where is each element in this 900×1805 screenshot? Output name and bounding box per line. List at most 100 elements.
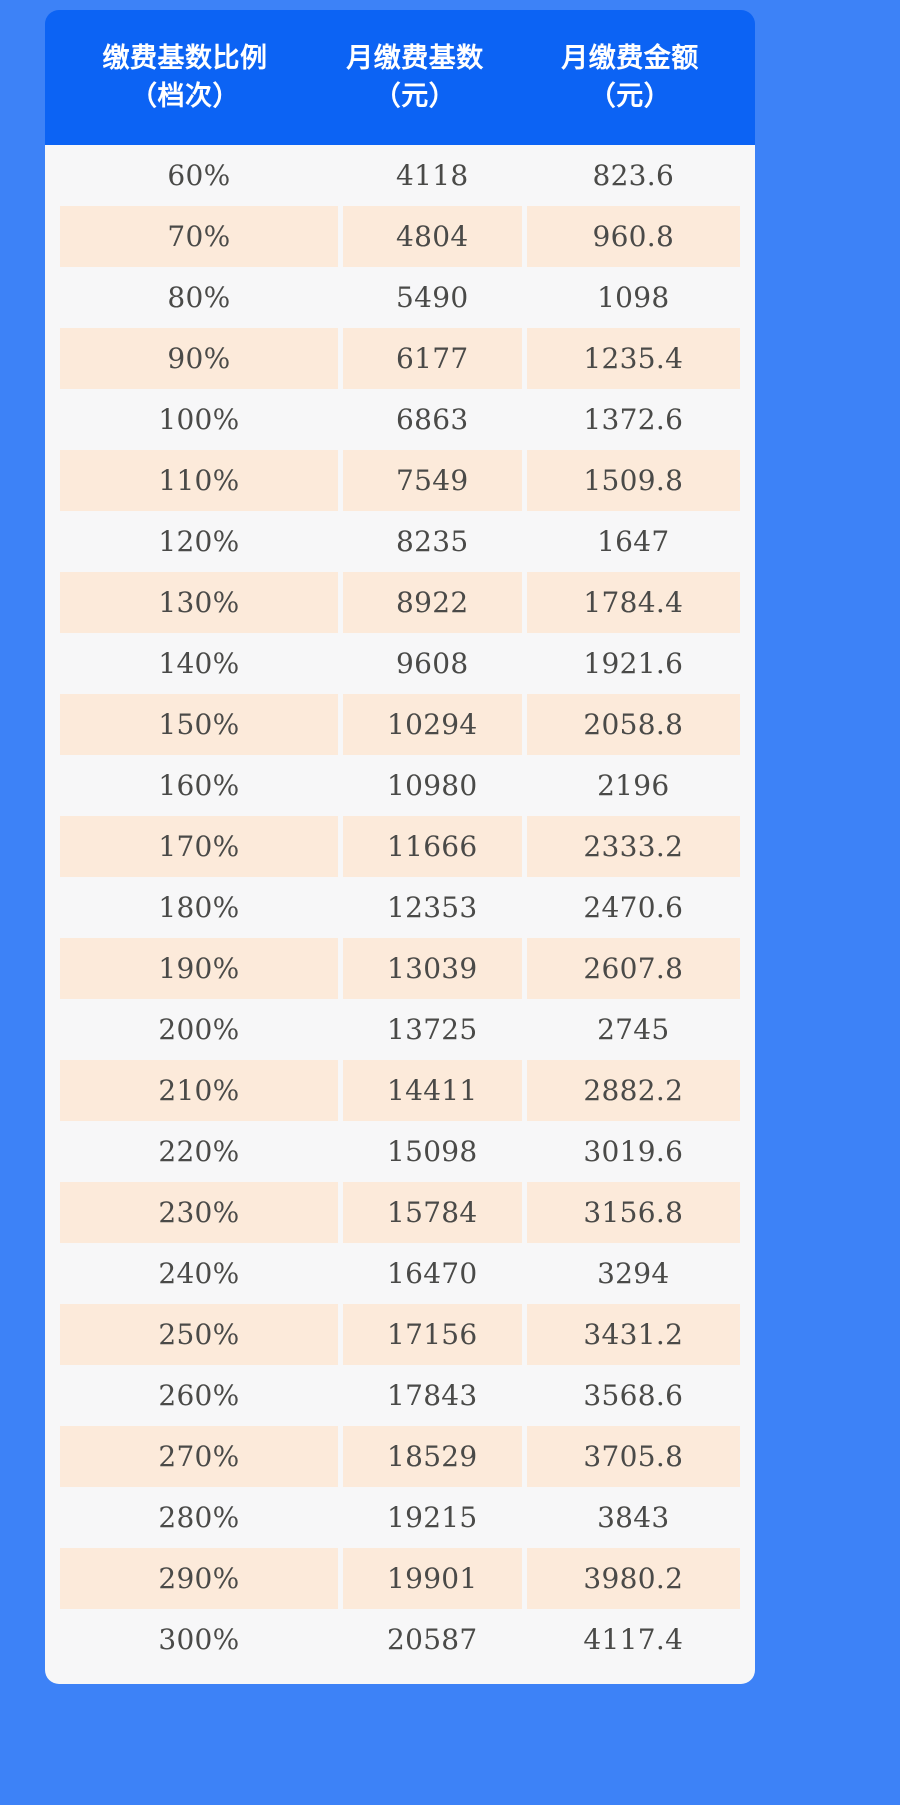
cell-ratio: 70%: [60, 206, 338, 267]
column-header-ratio-line1: 缴费基数比例: [102, 43, 268, 74]
cell-base: 8922: [342, 572, 522, 633]
table-row: 80% 5490 1098: [45, 267, 755, 328]
cell-base: 17843: [342, 1365, 522, 1426]
cell-base: 5490: [342, 267, 522, 328]
cell-base: 16470: [342, 1243, 522, 1304]
cell-ratio: 220%: [60, 1121, 338, 1182]
table-header-row: 缴费基数比例 （档次） 月缴费基数 （元） 月缴费金额 （元）: [45, 10, 755, 145]
cell-amount: 3019.6: [526, 1121, 740, 1182]
cell-base: 6863: [342, 389, 522, 450]
cell-ratio: 190%: [60, 938, 338, 999]
cell-base: 9608: [342, 633, 522, 694]
table-row: 150% 10294 2058.8: [45, 694, 755, 755]
cell-amount: 3294: [526, 1243, 740, 1304]
cell-base: 11666: [342, 816, 522, 877]
cell-amount: 823.6: [526, 145, 740, 206]
cell-base: 10294: [342, 694, 522, 755]
cell-base: 15098: [342, 1121, 522, 1182]
column-header-ratio-line2: （档次）: [130, 80, 240, 111]
column-header-amount: 月缴费金额 （元）: [505, 40, 755, 115]
cell-base: 13039: [342, 938, 522, 999]
contribution-table-card: 缴费基数比例 （档次） 月缴费基数 （元） 月缴费金额 （元） 60% 4118 8…: [45, 10, 755, 1684]
cell-base: 8235: [342, 511, 522, 572]
table-row: 240% 16470 3294: [45, 1243, 755, 1304]
cell-amount: 3156.8: [526, 1182, 740, 1243]
cell-amount: 2745: [526, 999, 740, 1060]
table-row: 140% 9608 1921.6: [45, 633, 755, 694]
table-row: 210% 14411 2882.2: [45, 1060, 755, 1121]
table-row: 100% 6863 1372.6: [45, 389, 755, 450]
table-row: 130% 8922 1784.4: [45, 572, 755, 633]
cell-amount: 3705.8: [526, 1426, 740, 1487]
cell-ratio: 260%: [60, 1365, 338, 1426]
cell-amount: 2607.8: [526, 938, 740, 999]
cell-ratio: 210%: [60, 1060, 338, 1121]
cell-amount: 2470.6: [526, 877, 740, 938]
cell-amount: 1098: [526, 267, 740, 328]
column-header-amount-line1: 月缴费金额: [561, 43, 699, 74]
cell-amount: 3431.2: [526, 1304, 740, 1365]
cell-ratio: 240%: [60, 1243, 338, 1304]
cell-ratio: 230%: [60, 1182, 338, 1243]
column-header-base-line1: 月缴费基数: [346, 43, 484, 74]
cell-amount: 1647: [526, 511, 740, 572]
table-row: 90% 6177 1235.4: [45, 328, 755, 389]
cell-ratio: 250%: [60, 1304, 338, 1365]
cell-amount: 2882.2: [526, 1060, 740, 1121]
table-body: 60% 4118 823.6 70% 4804 960.8 80% 5490 1098 90% 61…: [45, 145, 755, 1684]
cell-base: 17156: [342, 1304, 522, 1365]
column-header-amount-line2: （元）: [588, 80, 672, 111]
cell-base: 12353: [342, 877, 522, 938]
cell-base: 20587: [342, 1609, 522, 1670]
cell-ratio: 300%: [60, 1609, 338, 1670]
column-header-ratio: 缴费基数比例 （档次）: [45, 40, 325, 115]
cell-base: 14411: [342, 1060, 522, 1121]
cell-base: 7549: [342, 450, 522, 511]
cell-ratio: 270%: [60, 1426, 338, 1487]
column-header-base: 月缴费基数 （元）: [325, 40, 505, 115]
cell-amount: 3843: [526, 1487, 740, 1548]
table-row: 220% 15098 3019.6: [45, 1121, 755, 1182]
cell-ratio: 120%: [60, 511, 338, 572]
cell-ratio: 90%: [60, 328, 338, 389]
cell-amount: 2196: [526, 755, 740, 816]
cell-amount: 3980.2: [526, 1548, 740, 1609]
cell-base: 6177: [342, 328, 522, 389]
table-row: 170% 11666 2333.2: [45, 816, 755, 877]
table-row: 70% 4804 960.8: [45, 206, 755, 267]
cell-ratio: 160%: [60, 755, 338, 816]
table-row: 180% 12353 2470.6: [45, 877, 755, 938]
cell-base: 19215: [342, 1487, 522, 1548]
cell-amount: 960.8: [526, 206, 740, 267]
cell-amount: 1235.4: [526, 328, 740, 389]
cell-ratio: 280%: [60, 1487, 338, 1548]
cell-amount: 2333.2: [526, 816, 740, 877]
cell-ratio: 80%: [60, 267, 338, 328]
table-row: 290% 19901 3980.2: [45, 1548, 755, 1609]
cell-amount: 4117.4: [526, 1609, 740, 1670]
cell-ratio: 130%: [60, 572, 338, 633]
cell-amount: 1921.6: [526, 633, 740, 694]
table-row: 250% 17156 3431.2: [45, 1304, 755, 1365]
table-row: 160% 10980 2196: [45, 755, 755, 816]
table-row: 200% 13725 2745: [45, 999, 755, 1060]
cell-ratio: 170%: [60, 816, 338, 877]
cell-base: 13725: [342, 999, 522, 1060]
table-row: 230% 15784 3156.8: [45, 1182, 755, 1243]
table-row: 260% 17843 3568.6: [45, 1365, 755, 1426]
cell-ratio: 200%: [60, 999, 338, 1060]
column-header-base-line2: （元）: [373, 80, 457, 111]
table-row: 110% 7549 1509.8: [45, 450, 755, 511]
cell-amount: 1509.8: [526, 450, 740, 511]
table-row: 270% 18529 3705.8: [45, 1426, 755, 1487]
table-row: 280% 19215 3843: [45, 1487, 755, 1548]
cell-ratio: 60%: [60, 145, 338, 206]
cell-amount: 3568.6: [526, 1365, 740, 1426]
cell-base: 4804: [342, 206, 522, 267]
cell-base: 4118: [342, 145, 522, 206]
cell-amount: 1372.6: [526, 389, 740, 450]
cell-amount: 2058.8: [526, 694, 740, 755]
cell-ratio: 110%: [60, 450, 338, 511]
cell-ratio: 180%: [60, 877, 338, 938]
